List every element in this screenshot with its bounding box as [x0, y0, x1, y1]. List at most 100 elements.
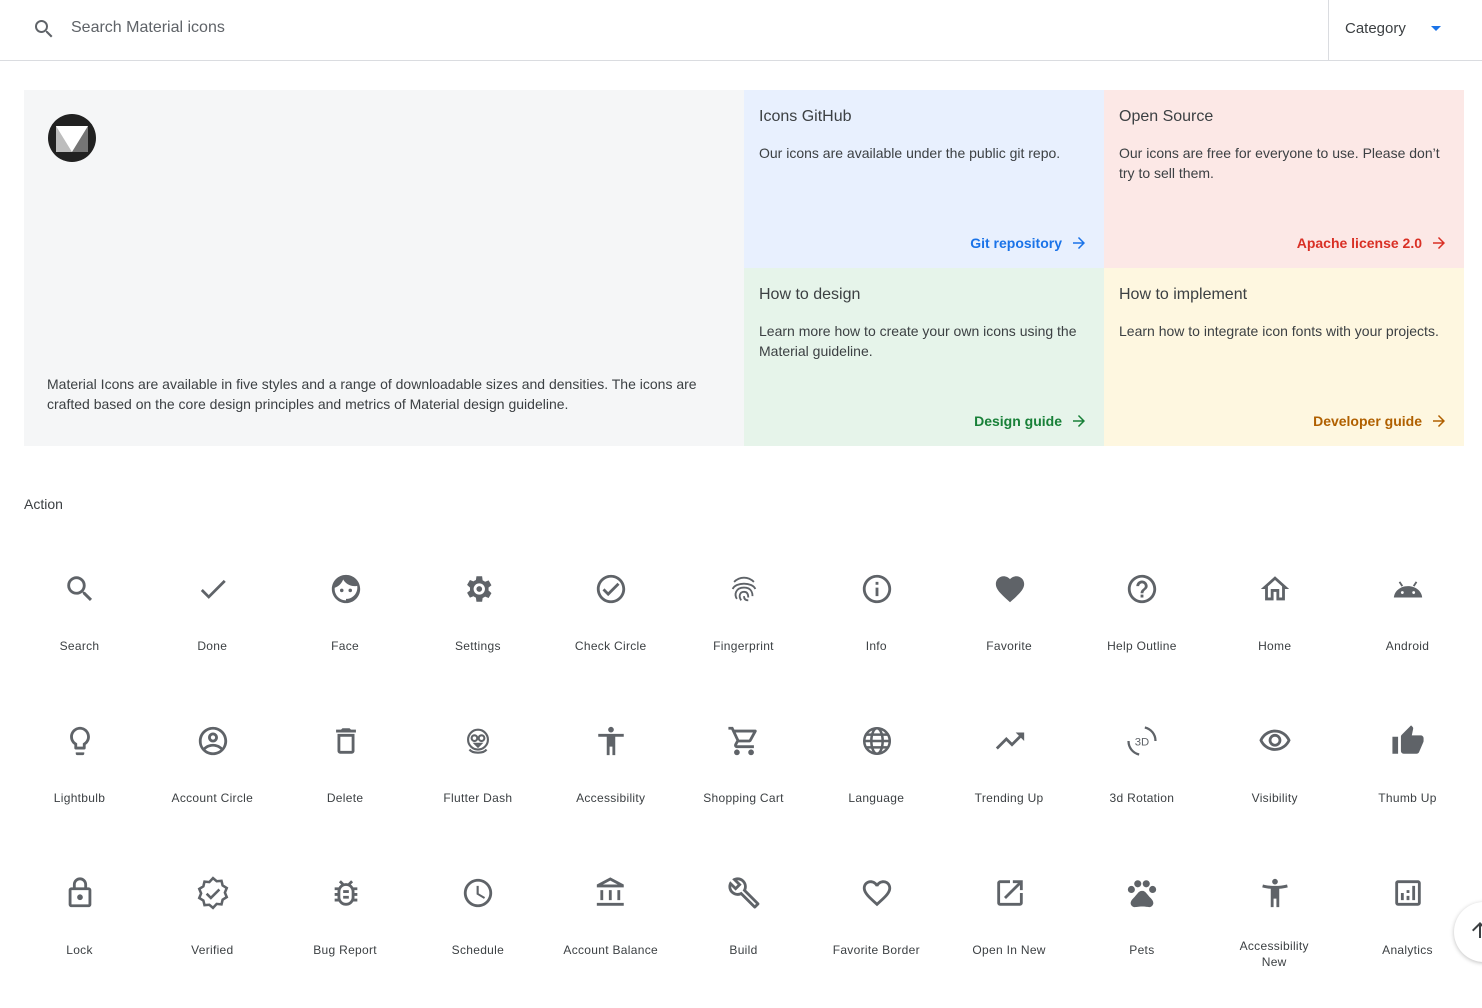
- search-icon: [67, 576, 93, 602]
- icon-tile-analytics[interactable]: Analytics: [1341, 856, 1474, 1008]
- card-link-label: Apache license 2.0: [1296, 235, 1422, 251]
- hero-description: Material Icons are available in five sty…: [47, 376, 697, 412]
- thumb-up-icon: [1392, 725, 1424, 754]
- icon-tile-open-in-new[interactable]: Open In New: [943, 856, 1076, 1008]
- card-text: Learn more how to create your own icons …: [759, 323, 1077, 359]
- shopping-cart-icon: [728, 726, 757, 756]
- done-icon: [200, 579, 226, 599]
- icon-label: Lightbulb: [53, 791, 106, 805]
- icon-tile-settings[interactable]: Settings: [411, 552, 544, 704]
- svg-text:3D: 3D: [1135, 736, 1149, 748]
- card-link[interactable]: Git repository: [970, 234, 1088, 252]
- icon-tile-verified[interactable]: Verified: [146, 856, 279, 1008]
- pets-icon: [1128, 880, 1157, 908]
- arrow-forward-icon: [1073, 237, 1085, 249]
- lightbulb-icon: [70, 726, 90, 756]
- icon-tile-face[interactable]: Face: [279, 552, 412, 704]
- icon-label: Pets: [1129, 943, 1155, 957]
- icon-label: Shopping Cart: [703, 791, 784, 805]
- icon-label: 3d Rotation: [1109, 791, 1175, 805]
- icon-tile-flutter-dash[interactable]: Flutter Dash: [411, 704, 544, 856]
- flutter-dash-icon: [467, 728, 490, 754]
- icon-tile-search[interactable]: Search: [13, 552, 146, 704]
- icon-tile-trending-up[interactable]: Trending Up: [943, 704, 1076, 856]
- icon-label: Face: [331, 639, 360, 653]
- arrow-upward-icon: [1472, 922, 1482, 938]
- icon-tile-shopping-cart[interactable]: Shopping Cart: [677, 704, 810, 856]
- favorite-icon: [995, 576, 1024, 603]
- card-link[interactable]: Developer guide: [1313, 412, 1448, 430]
- icon-label: Trending Up: [974, 791, 1044, 805]
- card-title: How to design: [759, 286, 861, 303]
- check-circle-icon: [597, 574, 626, 604]
- open-in-new-icon: [996, 880, 1023, 906]
- icon-tile-check-circle[interactable]: Check Circle: [544, 552, 677, 704]
- icon-label: Analytics: [1382, 943, 1433, 957]
- icon-label: Flutter Dash: [443, 791, 513, 805]
- card-title: Open Source: [1119, 108, 1214, 125]
- fingerprint-icon: [731, 576, 757, 602]
- icon-label: Build: [729, 943, 758, 957]
- home-icon: [1261, 576, 1290, 601]
- 3d-rotation-icon: 3D: [1127, 726, 1157, 756]
- account-balance-icon: [597, 877, 624, 906]
- icon-tile-done[interactable]: Done: [146, 552, 279, 704]
- icon-label: Check Circle: [574, 639, 647, 653]
- icon-tile-accessibility[interactable]: Accessibility: [544, 704, 677, 856]
- icon-label: Favorite: [986, 639, 1032, 653]
- icon-tile-info[interactable]: Info: [810, 552, 943, 704]
- icon-label: Info: [865, 639, 887, 653]
- icon-label: Bug Report: [313, 943, 377, 957]
- card-how-to-implement: How to implement Learn how to integrate …: [1104, 268, 1464, 446]
- card-link-label: Design guide: [974, 413, 1062, 429]
- icon-tile-thumb-up[interactable]: Thumb Up: [1341, 704, 1474, 856]
- icon-tile-account-circle[interactable]: Account Circle: [146, 704, 279, 856]
- face-icon: [331, 574, 360, 604]
- card-how-to-design: How to design Learn more how to create y…: [744, 268, 1104, 446]
- icon-tile-schedule[interactable]: Schedule: [411, 856, 544, 1008]
- search-icon[interactable]: [32, 17, 56, 41]
- icon-tile-account-balance[interactable]: Account Balance: [544, 856, 677, 1008]
- icon-tile-fingerprint[interactable]: Fingerprint: [677, 552, 810, 704]
- icon-tile-3d-rotation[interactable]: 3D 3d Rotation: [1075, 704, 1208, 856]
- icon-label: Visibility: [1251, 791, 1298, 805]
- icon-label: Accessibility: [576, 791, 646, 805]
- build-icon: [728, 877, 760, 909]
- icon-tile-accessibility-new[interactable]: Accessibility New: [1208, 856, 1341, 1008]
- icon-tile-pets[interactable]: Pets: [1075, 856, 1208, 1008]
- icon-tile-build[interactable]: Build: [677, 856, 810, 1008]
- delete-icon: [335, 728, 356, 754]
- icon-label: Fingerprint: [713, 639, 774, 653]
- icon-tile-help-outline[interactable]: Help Outline: [1075, 552, 1208, 704]
- icon-label: Account Circle: [171, 791, 254, 805]
- icon-tile-favorite[interactable]: Favorite: [943, 552, 1076, 704]
- icon-label: Language: [848, 791, 905, 805]
- arrow-forward-icon: [1433, 237, 1445, 249]
- card-link[interactable]: Design guide: [974, 412, 1088, 430]
- android-icon: [1393, 581, 1423, 598]
- settings-icon: [467, 576, 492, 602]
- icon-tile-delete[interactable]: Delete: [279, 704, 412, 856]
- card-text: Our icons are available under the public…: [759, 145, 1061, 161]
- schedule-icon: [464, 878, 493, 908]
- icon-tile-language[interactable]: Language: [810, 704, 943, 856]
- icon-tile-bug-report[interactable]: Bug Report: [279, 856, 412, 1008]
- icon-label: Home: [1258, 639, 1292, 653]
- icon-tile-home[interactable]: Home: [1208, 552, 1341, 704]
- icon-tile-visibility[interactable]: Visibility: [1208, 704, 1341, 856]
- icon-label: Settings: [455, 639, 501, 653]
- trending-up-icon: [995, 732, 1024, 750]
- icon-tile-android[interactable]: Android: [1341, 552, 1474, 704]
- account-circle-icon: [198, 726, 227, 756]
- card-link[interactable]: Apache license 2.0: [1297, 234, 1448, 252]
- search-input[interactable]: [71, 16, 671, 40]
- icon-label: Search: [59, 639, 100, 653]
- category-label: Category: [1345, 20, 1406, 37]
- icon-label: Done: [197, 639, 228, 653]
- info-icon: [862, 574, 891, 604]
- icon-tile-lock[interactable]: Lock: [13, 856, 146, 1008]
- top-bar: Category: [0, 0, 1482, 61]
- icon-tile-favorite-border[interactable]: Favorite Border: [810, 856, 943, 1008]
- icon-tile-lightbulb[interactable]: Lightbulb: [13, 704, 146, 856]
- category-dropdown[interactable]: Category: [1328, 0, 1482, 60]
